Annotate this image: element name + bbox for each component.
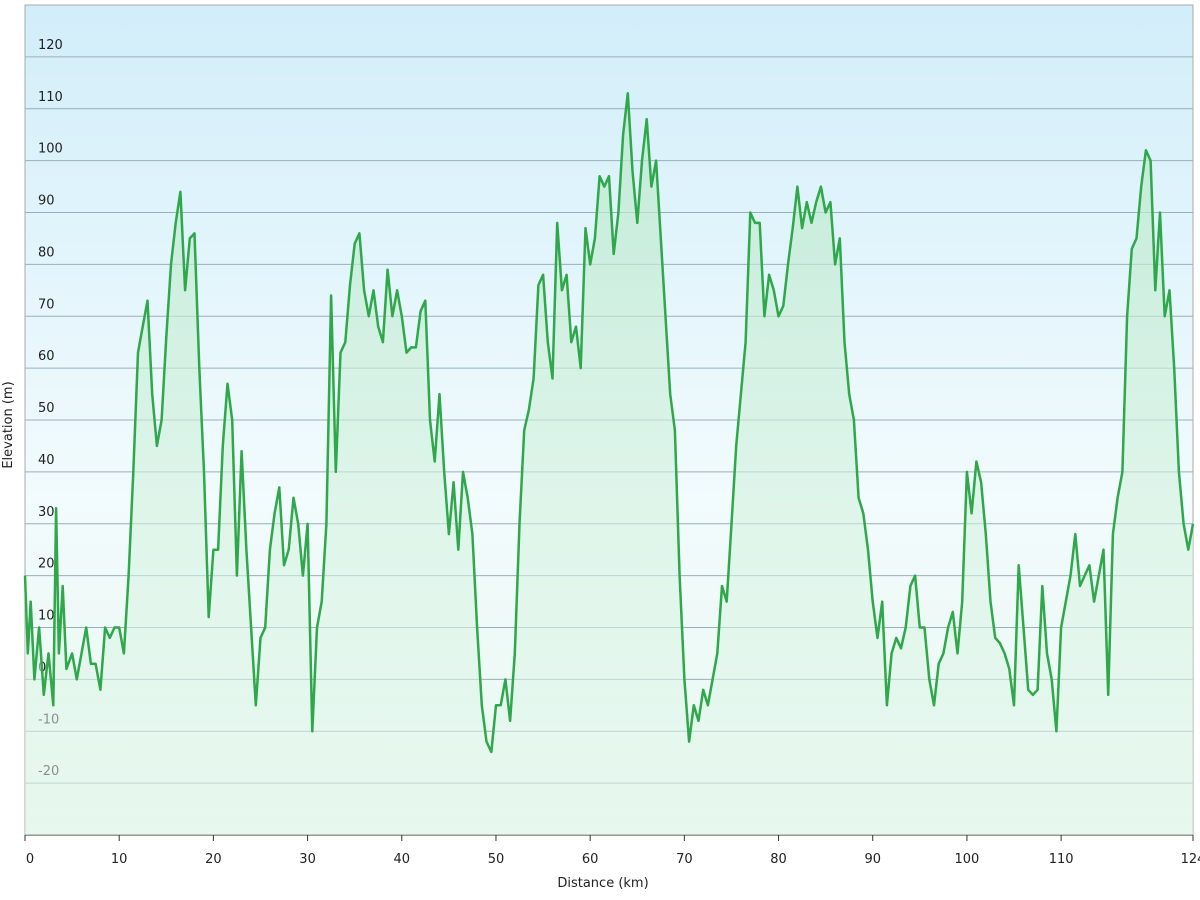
x-tick-label: 70 — [676, 852, 693, 867]
y-tick-label: 40 — [38, 453, 55, 468]
x-tick-label: 60 — [582, 852, 599, 867]
y-tick-label: 80 — [38, 245, 55, 260]
x-tick-label: 90 — [864, 852, 881, 867]
x-tick-label: 124 — [1181, 852, 1200, 867]
y-tick-label: 120 — [38, 38, 63, 53]
y-tick-label: 50 — [38, 401, 55, 416]
x-tick-label: 0 — [26, 852, 34, 867]
y-tick-label: 70 — [38, 297, 55, 312]
x-axis-title: Distance (km) — [557, 876, 648, 891]
x-tick-label: 50 — [488, 852, 505, 867]
y-tick-label: 10 — [38, 609, 55, 624]
x-tick-label: 20 — [205, 852, 222, 867]
y-tick-label: 110 — [38, 90, 63, 105]
x-tick-label: 10 — [111, 852, 128, 867]
y-axis-title: Elevation (m) — [1, 381, 16, 468]
y-tick-label: 100 — [38, 142, 63, 157]
x-tick-label: 80 — [770, 852, 787, 867]
elevation-line — [23, 91, 1195, 754]
y-tick-label: 90 — [38, 194, 55, 209]
y-tick-label: 20 — [38, 557, 55, 572]
x-tick-label: 100 — [955, 852, 980, 867]
x-tick-label: 30 — [299, 852, 316, 867]
x-tick-label: 110 — [1049, 852, 1074, 867]
y-tick-label: 30 — [38, 505, 55, 520]
x-tick-label: 40 — [394, 852, 411, 867]
y-tick-label: 60 — [38, 349, 55, 364]
